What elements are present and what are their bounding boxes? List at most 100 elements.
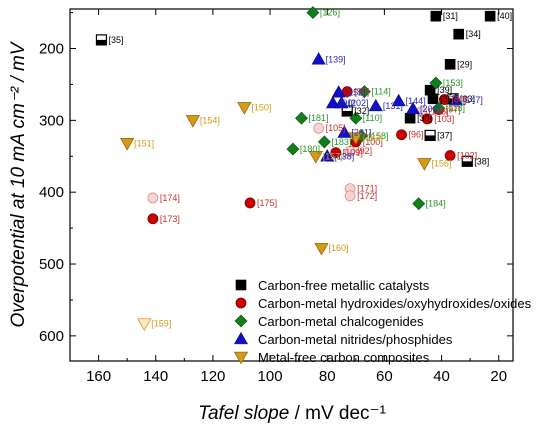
legend-label: Carbon-metal hydroxides/oxyhydroxides/ox…: [258, 296, 532, 311]
data-point: [348, 132, 363, 145]
data-label: [30]: [417, 113, 432, 123]
x-tick-label: 160: [86, 368, 111, 385]
data-label: [103]: [434, 114, 454, 124]
data-point: [308, 150, 323, 164]
data-label: [151]: [134, 138, 154, 148]
data-label: [118]: [446, 103, 465, 113]
data-point: [244, 197, 256, 209]
data-label: [38]: [474, 156, 489, 166]
data-label: [80]: [451, 95, 466, 105]
data-label: [156]: [431, 158, 451, 168]
data-point: [432, 101, 446, 115]
data-point: [430, 10, 442, 22]
data-point: [344, 145, 356, 157]
data-label: [90]: [340, 98, 355, 108]
y-tick-label: 600: [39, 328, 64, 345]
data-label: [158]: [369, 131, 389, 141]
data-label: [184]: [426, 199, 446, 209]
data-label: [105]: [326, 123, 346, 133]
data-point: [237, 102, 252, 115]
legend-marker: [235, 297, 247, 309]
data-label: [144]: [406, 96, 426, 106]
legend-label: Carbon-free metallic catalysts: [258, 278, 430, 293]
data-label: [200]: [420, 104, 440, 114]
data-point: [147, 192, 159, 204]
data-point: [429, 76, 443, 90]
data-label: [97]: [446, 105, 461, 115]
y-axis-title: Overpotential at 10 mA cm⁻² / mV: [8, 40, 29, 327]
data-label: [175]: [257, 198, 277, 208]
data-label: [183]: [331, 137, 351, 147]
data-label: [201]: [351, 128, 371, 138]
data-label: [109]: [343, 148, 363, 158]
data-point: [331, 85, 346, 98]
data-point: [448, 93, 463, 106]
point-labels: [35] [31] [40] [34] [29] [39][36] [32] [30] [37]…: [108, 8, 512, 329]
data-points: [95, 6, 496, 331]
data-label: [181]: [309, 113, 329, 123]
data-point: [311, 52, 326, 65]
x-tick-label: 120: [200, 368, 225, 385]
legend-marker: [233, 351, 249, 365]
data-label: [159]: [151, 319, 171, 329]
data-point: [325, 96, 340, 109]
data-label: [138]: [334, 151, 354, 161]
data-point: [412, 197, 426, 211]
marker-half-fill: [425, 135, 436, 141]
data-label: [174]: [160, 193, 180, 203]
data-label: [29]: [457, 59, 472, 69]
x-tick-label: 100: [258, 368, 283, 385]
data-label: [153]: [443, 78, 463, 88]
legend-label: Metal-free carbon composites: [258, 350, 430, 365]
data-label: [171]: [357, 184, 377, 194]
x-axis-label: Tafel slope: [198, 403, 289, 424]
x-axis-title: Tafel slope / mV dec⁻¹: [198, 403, 386, 424]
series-group: [119, 102, 432, 331]
data-label: [39]: [437, 85, 452, 95]
y-tick-label: 400: [39, 184, 64, 201]
data-point: [317, 135, 331, 149]
data-label: [202]: [349, 98, 369, 108]
data-label: [32]: [354, 106, 369, 116]
marker-half-fill: [96, 39, 107, 45]
data-label: [150]: [251, 102, 271, 112]
legend: Carbon-free metallic catalysts Carbon-met…: [233, 278, 532, 365]
data-label: [96]: [354, 87, 369, 97]
marker-half-fill: [462, 161, 473, 167]
x-tick-label: 140: [143, 368, 168, 385]
series-group: [147, 86, 456, 225]
data-label: [33]: [460, 94, 475, 104]
data-label: [92]: [357, 146, 372, 156]
data-label: [34]: [466, 29, 481, 39]
data-point: [185, 115, 201, 128]
x-tick-label: 20: [490, 368, 507, 385]
data-label: [180]: [300, 144, 320, 154]
data-point: [334, 96, 349, 109]
data-point: [320, 149, 335, 162]
data-point: [313, 122, 325, 134]
legend-marker: [233, 331, 249, 345]
data-label: [131]: [383, 101, 403, 111]
data-point: [349, 111, 363, 125]
data-point: [286, 142, 300, 156]
data-point: [368, 98, 383, 112]
data-point: [314, 242, 329, 256]
data-label: [110]: [363, 113, 382, 123]
data-point: [417, 158, 432, 171]
data-point: [337, 125, 352, 138]
data-label: [114]: [371, 87, 390, 97]
legend-label: Carbon-metal chalcogenides: [258, 314, 424, 329]
data-point: [404, 112, 416, 124]
series-group: [311, 52, 463, 162]
data-point: [137, 318, 152, 331]
data-label: [139]: [326, 54, 346, 64]
data-label: [152]: [346, 87, 366, 97]
data-point: [421, 113, 433, 125]
data-label: [157]: [323, 151, 343, 161]
legend-label: Carbon-metal nitrides/phosphides: [258, 332, 453, 347]
x-tick-label: 80: [319, 368, 336, 385]
data-label: [100]: [363, 137, 383, 147]
data-label: [182]: [363, 133, 383, 143]
data-point: [391, 93, 406, 107]
